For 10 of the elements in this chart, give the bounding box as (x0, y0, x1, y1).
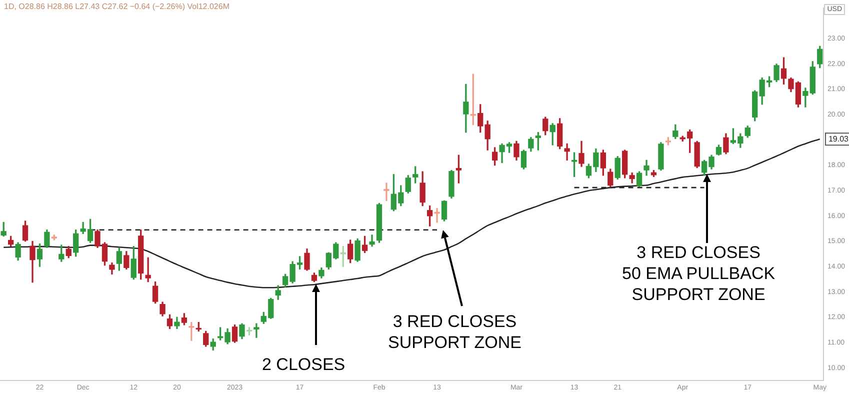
candlestick (254, 323, 260, 338)
candlestick (369, 234, 375, 247)
annotation: 19.03 (828, 134, 849, 144)
chart-title: 1D, O28.86 H28.86 L27.43 C27.62 −0.64 (−2.26%) Vol12.026M (4, 2, 230, 11)
annotation: 3 RED CLOSES 50 EMA PULLBACK SUPPORT ZONE (622, 242, 776, 305)
candlestick (564, 143, 570, 161)
annotation: 3 RED CLOSES SUPPORT ZONE (388, 311, 522, 353)
candlestick (384, 182, 390, 202)
candlestick (188, 322, 194, 341)
annotation: 2 CLOSES (262, 354, 346, 375)
